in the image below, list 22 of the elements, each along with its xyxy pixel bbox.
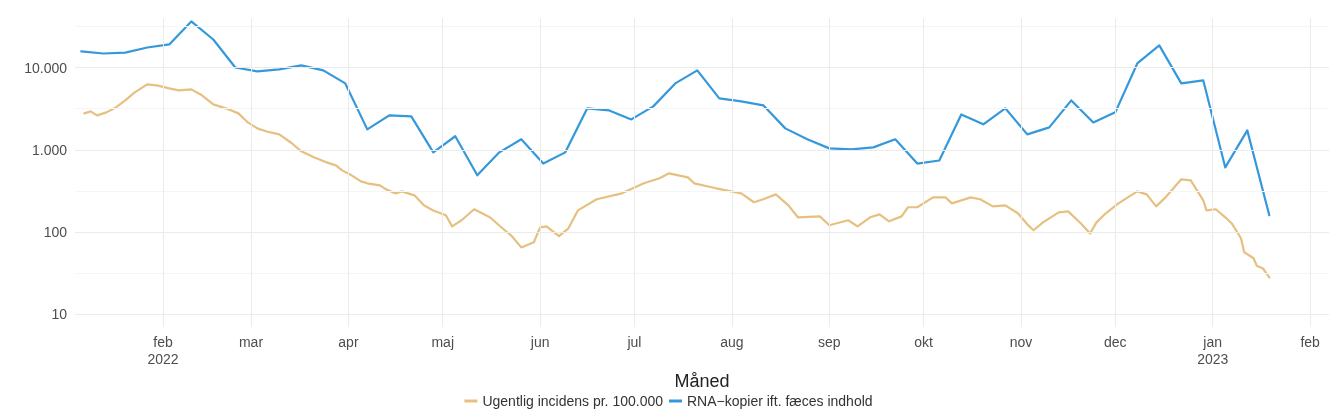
x-tick-label: feb	[1300, 333, 1321, 350]
x-tick-label: feb 2022	[147, 333, 179, 367]
y-tick-label: 10	[51, 306, 68, 323]
y-tick-label: 100	[43, 224, 68, 241]
legend-label: Ugentlig incidens pr. 100.000	[482, 393, 664, 409]
line-series	[83, 83, 1271, 279]
x-tick-label: jun	[529, 333, 550, 350]
x-tick-label: aug	[720, 333, 744, 350]
x-tick-label: maj	[431, 333, 454, 350]
x-tick-label: dec	[1104, 333, 1127, 350]
x-tick-label: okt	[914, 333, 934, 350]
y-tick-label: 10.000	[24, 59, 68, 76]
x-tick-label: mar	[238, 333, 264, 350]
x-tick-label: nov	[1009, 333, 1033, 350]
x-tick-label: jan 2023	[1197, 333, 1229, 367]
x-tick-label: apr	[338, 333, 359, 350]
x-tick-label: sep	[818, 333, 841, 350]
line-series	[80, 20, 1271, 217]
y-tick-label: 1.000	[31, 141, 68, 158]
legend-label: RNA−kopier ift. fæces indhold	[686, 393, 873, 409]
x-tick-label: jul	[626, 333, 642, 350]
x-axis-title: Måned	[674, 370, 730, 391]
